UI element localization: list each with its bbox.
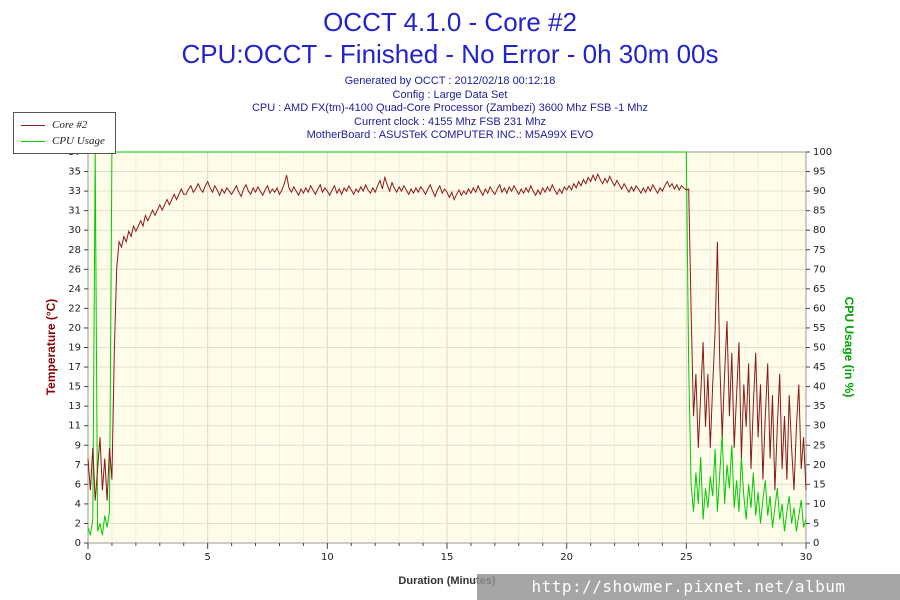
svg-text:5: 5 [204,552,210,563]
svg-text:60: 60 [813,303,826,314]
y-axis-left-title: Temperature (°C) [44,298,58,396]
svg-text:11: 11 [68,421,81,432]
svg-text:20: 20 [813,460,826,471]
svg-text:10: 10 [321,552,334,563]
svg-text:2: 2 [75,518,81,529]
svg-text:75: 75 [813,245,826,256]
svg-text:28: 28 [68,245,81,256]
info-motherboard: MotherBoard : ASUSTeK COMPUTER INC.: M5A… [306,129,594,141]
svg-text:80: 80 [813,225,826,236]
svg-text:30: 30 [68,225,81,236]
report-title: OCCT 4.1.0 - Core #2 [323,7,577,37]
info-generated: Generated by OCCT : 2012/02/18 00:12:18 [344,75,556,87]
svg-text:20: 20 [560,552,573,563]
report-info: Generated by OCCT : 2012/02/18 00:12:18 … [0,70,900,143]
legend-label-core2: Core #2 [52,119,88,131]
legend-item-cpu-usage: CPU Usage [21,133,105,149]
svg-text:26: 26 [68,264,81,275]
svg-text:15: 15 [68,382,81,393]
info-cpu: CPU : AMD FX(tm)-4100 Quad-Core Processo… [251,102,649,114]
svg-text:19: 19 [68,343,81,354]
svg-text:31: 31 [68,206,81,217]
svg-text:90: 90 [813,186,826,197]
svg-text:55: 55 [813,323,826,334]
cpu-usage-line-swatch [21,140,45,142]
svg-text:0: 0 [813,538,819,549]
svg-text:9: 9 [75,440,81,451]
svg-text:100: 100 [813,147,832,158]
svg-text:85: 85 [813,206,826,217]
svg-text:25: 25 [680,552,693,563]
svg-text:45: 45 [813,362,826,373]
svg-text:15: 15 [813,479,826,490]
y-axis-right-title: CPU Usage (in %) [842,296,856,398]
svg-text:95: 95 [813,167,826,178]
info-clock: Current clock : 4155 Mhz FSB 231 Mhz [354,115,546,128]
report-header: OCCT 4.1.0 - Core #2 CPU:OCCT - Finished… [0,0,900,143]
svg-text:30: 30 [800,552,813,563]
svg-text:25: 25 [813,440,826,451]
svg-text:30: 30 [813,421,826,432]
svg-text:7: 7 [75,460,81,471]
report-subtitle: CPU:OCCT - Finished - No Error - 0h 30m … [181,39,719,69]
legend-item-core2: Core #2 [21,117,105,133]
legend-label-cpu-usage: CPU Usage [52,135,105,147]
svg-text:70: 70 [813,264,826,275]
core2-line-swatch [21,124,45,126]
svg-text:20: 20 [68,323,81,334]
svg-text:40: 40 [813,382,826,393]
svg-text:15: 15 [441,552,454,563]
svg-text:0: 0 [85,552,91,563]
watermark: http://showmer.pixnet.net/album [477,574,900,600]
svg-text:33: 33 [68,186,81,197]
svg-text:35: 35 [813,401,826,412]
svg-text:0: 0 [75,538,81,549]
x-axis-title: Duration (Minutes) [398,575,496,587]
svg-text:6: 6 [75,479,81,490]
svg-text:22: 22 [68,303,81,314]
svg-text:5: 5 [813,518,819,529]
svg-text:17: 17 [68,362,81,373]
svg-text:35: 35 [68,167,81,178]
legend: Core #2 CPU Usage [13,112,116,154]
info-config: Config : Large Data Set [392,88,508,101]
svg-text:10: 10 [813,499,826,510]
svg-text:4: 4 [75,499,81,510]
svg-text:13: 13 [68,401,81,412]
svg-text:24: 24 [68,284,81,295]
svg-text:50: 50 [813,343,826,354]
svg-text:65: 65 [813,284,826,295]
